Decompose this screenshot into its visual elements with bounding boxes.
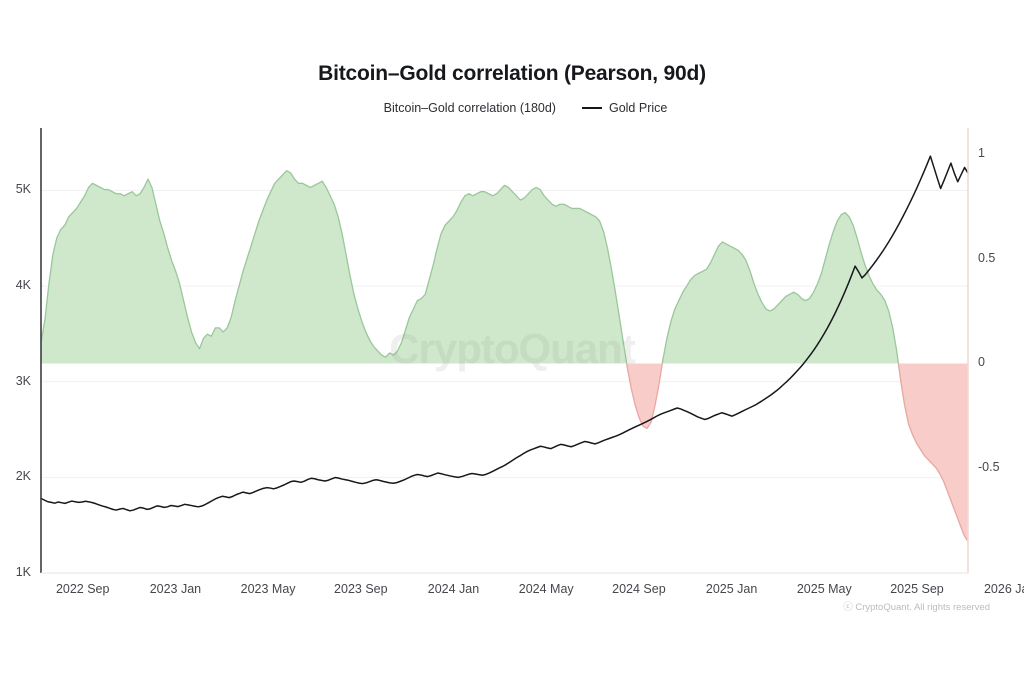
y-axis-right-tick: -0.5: [978, 460, 1000, 475]
x-axis-tick: 2025 Jan: [705, 582, 758, 596]
legend-item-correlation[interactable]: Bitcoin–Gold correlation (180d): [357, 101, 556, 115]
y-axis-right-tick: 0.5: [978, 250, 996, 265]
y-axis-left-tick: 2K: [15, 469, 31, 484]
x-axis-tick: 2024 Jan: [427, 582, 480, 596]
line-swatch-icon: [581, 107, 602, 109]
x-axis-tick: 2023 Jan: [149, 582, 202, 596]
x-axis-tick: 2025 Sep: [890, 582, 944, 596]
legend-item-gold-price[interactable]: Gold Price: [581, 101, 668, 115]
x-axis-tick: 2026 Jan: [983, 582, 1024, 596]
y-axis-right-tick: 0: [978, 355, 985, 370]
legend-label-correlation: Bitcoin–Gold correlation (180d): [383, 101, 556, 115]
x-axis-tick: 2024 May: [518, 582, 574, 596]
chart-title: Bitcoin–Gold correlation (Pearson, 90d): [318, 62, 706, 85]
chart-legend: Bitcoin–Gold correlation (180d) Gold Pri…: [0, 101, 1024, 115]
copyright-notice: ⓒ CryptoQuant. All rights reserved: [843, 602, 990, 613]
x-axis-tick: 2023 Sep: [334, 582, 388, 596]
x-axis-tick: 2022 Sep: [55, 582, 110, 596]
x-axis-tick: 2024 Sep: [612, 582, 666, 596]
x-axis-tick: 2023 May: [240, 582, 296, 596]
y-axis-right-tick: 1: [978, 145, 985, 160]
y-axis-left-tick: 4K: [15, 278, 31, 293]
legend-label-gold-price: Gold Price: [608, 101, 668, 115]
y-axis-left-tick: 3K: [15, 373, 31, 388]
y-axis-left-tick: 5K: [15, 182, 31, 197]
y-axis-left-tick: 1K: [15, 565, 31, 579]
x-axis-tick: 2025 May: [796, 582, 852, 596]
